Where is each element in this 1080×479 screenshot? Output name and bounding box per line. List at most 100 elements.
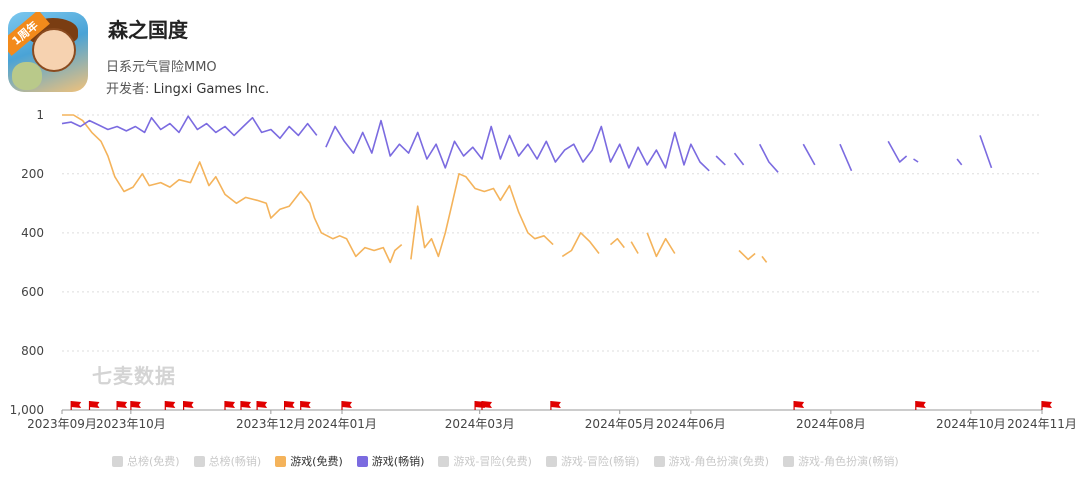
legend-swatch: [653, 455, 665, 467]
event-flag-icon: [481, 401, 492, 410]
x-axis: 2023年09月 2023年10月 2023年12月 2024年01月 2024年03月…: [27, 409, 1077, 431]
event-flag-icon: [300, 401, 311, 410]
legend-label: 游戏-角色扮演(畅销): [798, 455, 899, 468]
series-line-segment: [733, 152, 745, 166]
flag-shape: [342, 401, 352, 408]
series-line-segment: [646, 232, 676, 258]
legend-item[interactable]: 游戏(畅销): [356, 453, 425, 469]
event-flag-icon: [341, 401, 352, 410]
flag-shape: [300, 401, 311, 408]
y-axis: 1 200 400 600 800 1,000: [10, 108, 44, 417]
x-tick-label: 2023年10月: [96, 417, 166, 431]
series-line-segment: [839, 143, 853, 172]
legend-label: 游戏-冒险(畅销): [560, 455, 640, 468]
legend-label: 游戏-冒险(免费): [453, 455, 532, 468]
developer-label: 开发者:: [106, 82, 150, 97]
series-line-segment: [410, 173, 554, 260]
series-line-segment: [61, 115, 318, 140]
y-tick-label: 600: [21, 285, 44, 299]
flag-shape: [257, 401, 268, 408]
legend-label: 游戏(畅销): [371, 455, 425, 468]
event-flag-icon: [164, 401, 176, 410]
series-line-segment: [609, 237, 625, 249]
watermark: 七麦数据: [92, 364, 176, 388]
flag-shape: [117, 401, 128, 408]
event-flag-icon: [70, 401, 82, 410]
event-flag-icon: [224, 401, 235, 410]
legend-label: 游戏-角色扮演(免费): [668, 455, 770, 468]
app-title: 森之国度: [108, 18, 188, 42]
y-tick-label: 800: [21, 344, 44, 358]
icon-cat-shape: [12, 62, 42, 90]
flag-shape: [89, 401, 100, 408]
series-1: [61, 115, 993, 173]
x-tick-label: 2024年01月: [307, 417, 377, 431]
series-line-segment: [738, 249, 756, 261]
event-markers: [70, 401, 1052, 410]
icon-face-shape: [32, 28, 76, 72]
series-line-segment: [561, 232, 600, 258]
series-lines: [61, 114, 993, 264]
legend-item[interactable]: 总榜(免费): [112, 453, 180, 469]
flag-shape: [165, 401, 176, 408]
x-tick-label: 2023年09月: [27, 417, 97, 431]
legend-item[interactable]: 游戏-角色扮演(畅销): [783, 453, 899, 469]
chart-legend: 总榜(免费) 总榜(畅销) 游戏(免费) 游戏(畅销) 游戏-冒险(免费) 游戏-冒险(畅…: [112, 453, 899, 469]
x-tick-label: 2024年03月: [445, 417, 515, 431]
y-tick-label: 1,000: [10, 403, 44, 417]
flag-shape: [482, 401, 492, 408]
series-line-segment: [715, 155, 726, 166]
flag-shape: [794, 401, 805, 408]
series-line-segment: [62, 114, 403, 264]
series-line-segment: [979, 135, 993, 169]
series-line-segment: [913, 158, 919, 163]
x-tick-label: 2024年08月: [796, 417, 866, 431]
flag-shape: [241, 401, 251, 408]
event-flag-icon: [130, 401, 141, 410]
event-flag-icon: [793, 401, 805, 410]
x-tick-label: 2024年10月: [936, 417, 1006, 431]
series-line-segment: [325, 119, 710, 172]
legend-item[interactable]: 总榜(畅销): [193, 453, 262, 469]
series-line-segment: [802, 143, 816, 166]
x-tick-label: 2024年05月: [585, 417, 655, 431]
flag-shape: [915, 401, 926, 408]
event-flag-icon: [1041, 401, 1052, 410]
flag-shape: [284, 401, 295, 408]
legend-label: 总榜(畅销): [208, 455, 262, 468]
event-flag-icon: [116, 401, 128, 410]
legend-item[interactable]: 游戏-冒险(免费): [438, 453, 532, 469]
developer-line: 开发者: Lingxi Games Inc.: [106, 78, 269, 97]
flag-shape: [550, 401, 561, 408]
developer-name[interactable]: Lingxi Games Inc.: [153, 82, 270, 97]
flag-shape: [1042, 401, 1052, 408]
y-tick-label: 1: [36, 108, 44, 122]
x-tick-label: 2024年06月: [656, 417, 726, 431]
flag-shape: [183, 401, 194, 408]
series-line-segment: [761, 255, 768, 263]
event-flag-icon: [240, 401, 251, 410]
legend-item[interactable]: 游戏-角色扮演(免费): [653, 453, 770, 469]
event-flag-icon: [256, 401, 268, 410]
legend-swatch: [545, 455, 557, 467]
app-icon[interactable]: 1周年: [8, 12, 88, 92]
event-flag-icon: [284, 401, 295, 410]
series-line-segment: [956, 158, 963, 166]
series-line-segment: [887, 140, 908, 163]
y-tick-label: 400: [21, 226, 44, 240]
y-tick-label: 200: [21, 167, 44, 181]
event-flag-icon: [88, 401, 100, 410]
legend-swatch: [275, 455, 287, 467]
x-tick-label: 2024年11月: [1007, 417, 1077, 431]
series-line-segment: [758, 143, 779, 173]
flag-shape: [130, 401, 141, 408]
legend-swatch: [193, 455, 205, 467]
event-flag-icon: [550, 401, 561, 410]
event-flag-icon: [183, 401, 194, 410]
x-tick-label: 2023年12月: [236, 417, 306, 431]
legend-label: 游戏(免费): [290, 455, 343, 468]
flag-shape: [71, 401, 82, 408]
legend-item[interactable]: 游戏(免费): [275, 453, 343, 469]
legend-item[interactable]: 游戏-冒险(畅销): [545, 453, 640, 469]
